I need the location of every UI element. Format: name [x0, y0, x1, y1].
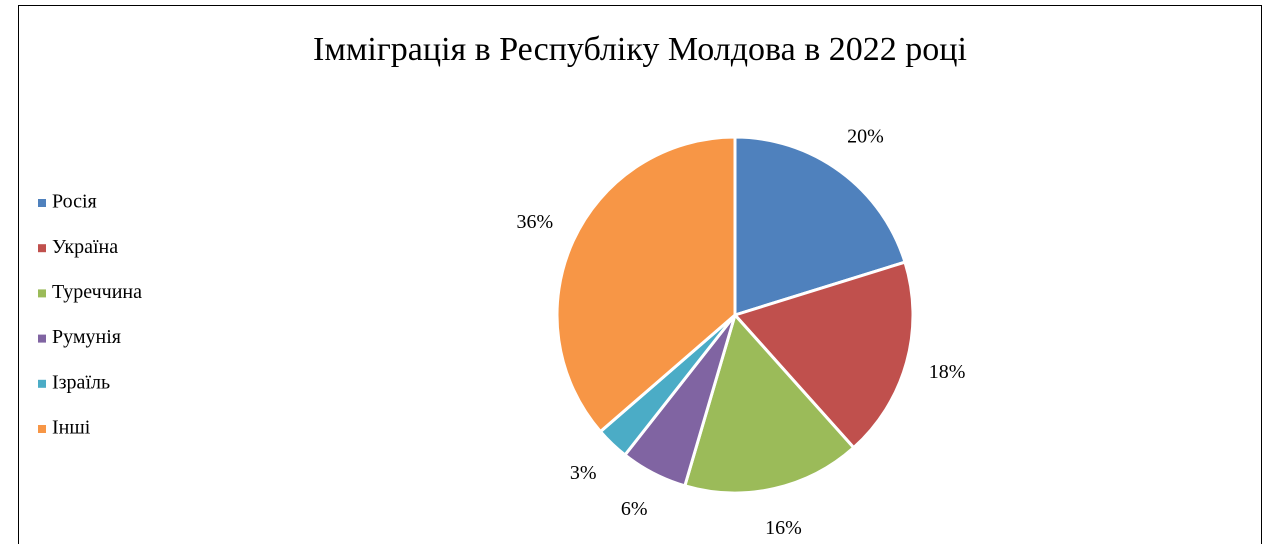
- legend-label: Інші: [52, 417, 91, 439]
- data-label: 6%: [621, 498, 648, 520]
- chart-title: Імміграція в Республіку Молдова в 2022 р…: [313, 31, 967, 68]
- legend-swatch: [38, 199, 46, 207]
- legend-swatch: [38, 425, 46, 433]
- data-label: 3%: [570, 462, 597, 484]
- data-label: 36%: [517, 211, 554, 233]
- pie-slice: [733, 135, 907, 318]
- pie-slice: [732, 260, 915, 450]
- data-label: 20%: [847, 125, 884, 147]
- legend-label: Росія: [52, 191, 97, 213]
- data-label: 16%: [765, 517, 802, 539]
- pie-slice: [555, 135, 737, 434]
- legend-swatch: [38, 334, 46, 343]
- pie-slice: [682, 311, 856, 495]
- data-label: 18%: [929, 361, 966, 383]
- legend-label: Україна: [52, 236, 118, 258]
- legend-swatch: [38, 289, 46, 298]
- legend-label: Туреччина: [52, 281, 142, 303]
- legend-swatch: [38, 244, 46, 253]
- legend-label: Румунія: [52, 326, 121, 348]
- legend-label: Ізраїль: [52, 371, 110, 393]
- legend-swatch: [38, 379, 46, 388]
